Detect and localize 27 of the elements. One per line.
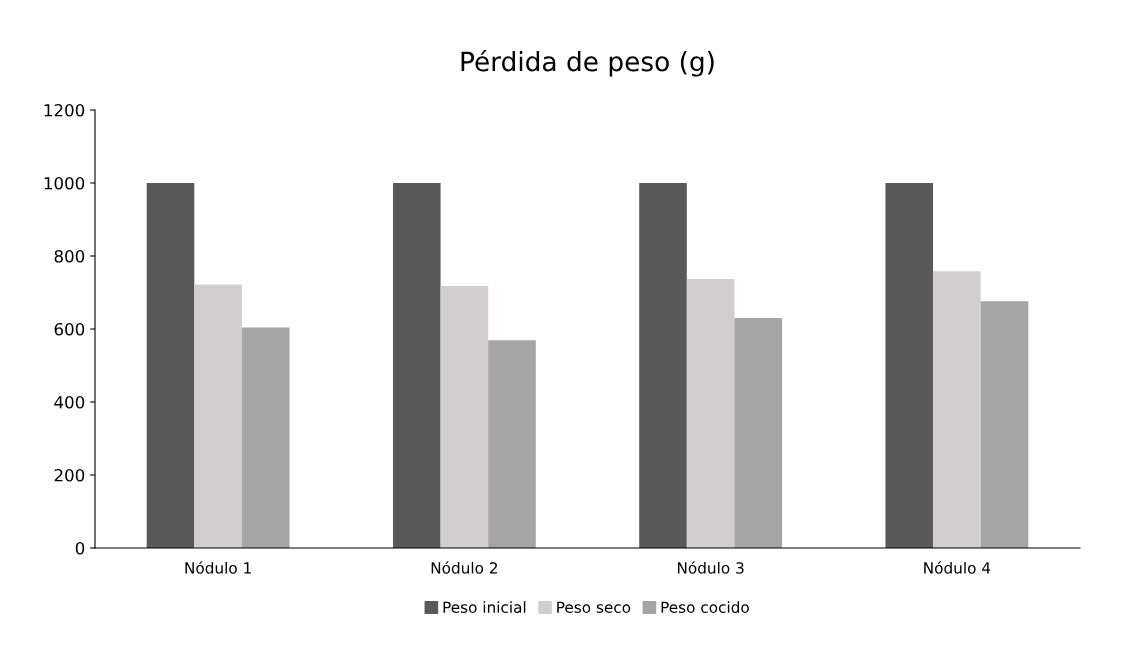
bar <box>933 271 981 548</box>
bar <box>734 318 783 548</box>
bar <box>440 285 489 548</box>
x-tick-label: Nódulo 1 <box>185 561 251 574</box>
legend-label: Peso inicial <box>443 601 526 613</box>
x-tick-label: Nódulo 3 <box>677 561 744 574</box>
legend-label: Peso seco <box>557 601 631 613</box>
bar <box>639 183 687 548</box>
bar <box>488 340 536 548</box>
legend-label: Peso cocido <box>661 601 749 613</box>
bar <box>885 183 934 548</box>
bar <box>392 183 441 548</box>
y-tick-label: 1200 <box>44 103 85 117</box>
bar <box>686 279 735 548</box>
bar <box>980 301 1029 548</box>
y-tick-label: 1000 <box>44 176 85 190</box>
x-tick-label: Nódulo 2 <box>431 561 498 574</box>
y-tick-label: 200 <box>54 468 85 482</box>
bar <box>194 284 242 548</box>
y-tick-label: 600 <box>54 322 85 336</box>
bar <box>146 183 195 548</box>
y-tick-label: 400 <box>54 395 85 409</box>
y-tick-label: 800 <box>54 249 85 263</box>
x-tick-label: Nódulo 4 <box>924 561 991 574</box>
chart-title: Pérdida de peso (g) <box>461 50 714 77</box>
y-tick-label: 0 <box>75 541 85 555</box>
bar <box>241 327 290 548</box>
